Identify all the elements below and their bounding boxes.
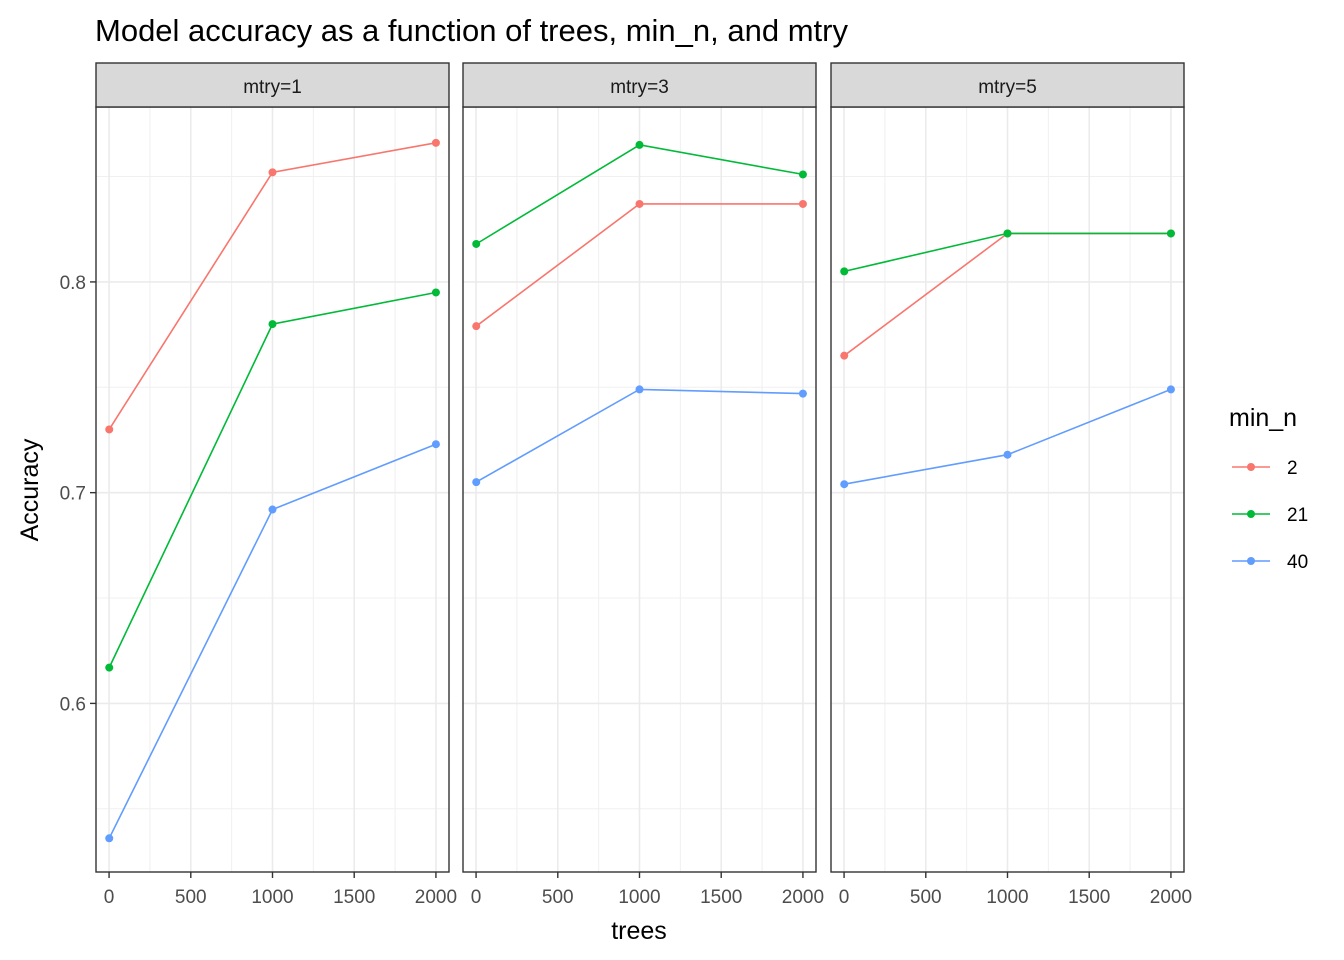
x-tick-label: 2000 [1150, 887, 1192, 908]
y-axis-title: Accuracy [16, 438, 44, 541]
facet-strip [95, 62, 450, 108]
facet-panel: mtry=5 0 500 1000 1500 2000 [830, 62, 1192, 908]
legend-key-point [1247, 463, 1255, 471]
facet-strip-label: mtry=1 [243, 77, 302, 98]
data-point-min-n-2 [840, 351, 849, 360]
data-point-min-n-21 [1166, 229, 1175, 238]
x-tick-label: 500 [175, 887, 207, 908]
data-point-min-n-40 [840, 480, 849, 489]
data-point-min-n-2 [431, 138, 440, 147]
legend-entry-21: 21 [1232, 505, 1308, 526]
facet-panel: mtry=1 0 500 1000 1500 2000 0.6 0.7 0.8 [60, 62, 457, 908]
legend-key-point [1247, 510, 1255, 518]
x-tick-label: 1500 [333, 887, 375, 908]
legend-label: 2 [1287, 458, 1298, 479]
data-point-min-n-2 [798, 199, 807, 208]
data-point-min-n-2 [105, 425, 114, 434]
data-point-min-n-21 [1003, 229, 1012, 238]
chart-title: Model accuracy as a function of trees, m… [95, 13, 848, 48]
x-axis-title: trees [611, 917, 667, 945]
legend-key-point [1247, 557, 1255, 565]
x-tick-label: 2000 [782, 887, 824, 908]
x-tick-label: 0 [471, 887, 482, 908]
x-tick-label: 500 [542, 887, 574, 908]
x-tick-label: 1500 [700, 887, 742, 908]
data-point-min-n-21 [798, 170, 807, 179]
legend-title: min_n [1229, 404, 1297, 432]
data-point-min-n-21 [472, 239, 481, 248]
legend-entry-40: 40 [1232, 552, 1308, 573]
x-tick-label: 0 [104, 887, 115, 908]
data-point-min-n-40 [1003, 450, 1012, 459]
data-point-min-n-40 [635, 385, 644, 394]
data-point-min-n-2 [635, 199, 644, 208]
facet-panel: mtry=3 0 500 1000 1500 2000 [462, 62, 824, 908]
data-point-min-n-40 [1166, 385, 1175, 394]
data-point-min-n-21 [840, 267, 849, 276]
legend-entry-2: 2 [1232, 458, 1298, 479]
data-point-min-n-40 [268, 505, 277, 514]
x-tick-label: 1000 [986, 887, 1028, 908]
facet-strip [462, 62, 817, 108]
data-point-min-n-40 [472, 478, 481, 487]
legend-label: 40 [1287, 552, 1308, 573]
data-point-min-n-40 [431, 440, 440, 449]
y-tick-label: 0.7 [60, 484, 86, 505]
legend: min_n 2 21 40 [1229, 404, 1308, 573]
x-tick-label: 1500 [1068, 887, 1110, 908]
data-point-min-n-40 [105, 834, 114, 843]
data-point-min-n-21 [431, 288, 440, 297]
data-point-min-n-21 [268, 320, 277, 329]
y-tick-label: 0.6 [60, 694, 86, 715]
x-tick-label: 500 [910, 887, 942, 908]
facet-strip [830, 62, 1185, 108]
facet-strip-label: mtry=3 [610, 77, 669, 98]
x-tick-label: 1000 [251, 887, 293, 908]
data-point-min-n-2 [268, 168, 277, 177]
x-tick-label: 0 [839, 887, 850, 908]
data-point-min-n-21 [105, 663, 114, 672]
x-tick-label: 1000 [618, 887, 660, 908]
data-point-min-n-40 [798, 389, 807, 398]
legend-label: 21 [1287, 505, 1308, 526]
data-point-min-n-21 [635, 140, 644, 149]
facet-panels: mtry=1 0 500 1000 1500 2000 0.6 0.7 0.8 mtry=3 0 50… [60, 62, 1192, 908]
facet-strip-label: mtry=5 [978, 77, 1037, 98]
x-tick-label: 2000 [415, 887, 457, 908]
y-tick-label: 0.8 [60, 273, 86, 294]
data-point-min-n-2 [472, 322, 481, 331]
